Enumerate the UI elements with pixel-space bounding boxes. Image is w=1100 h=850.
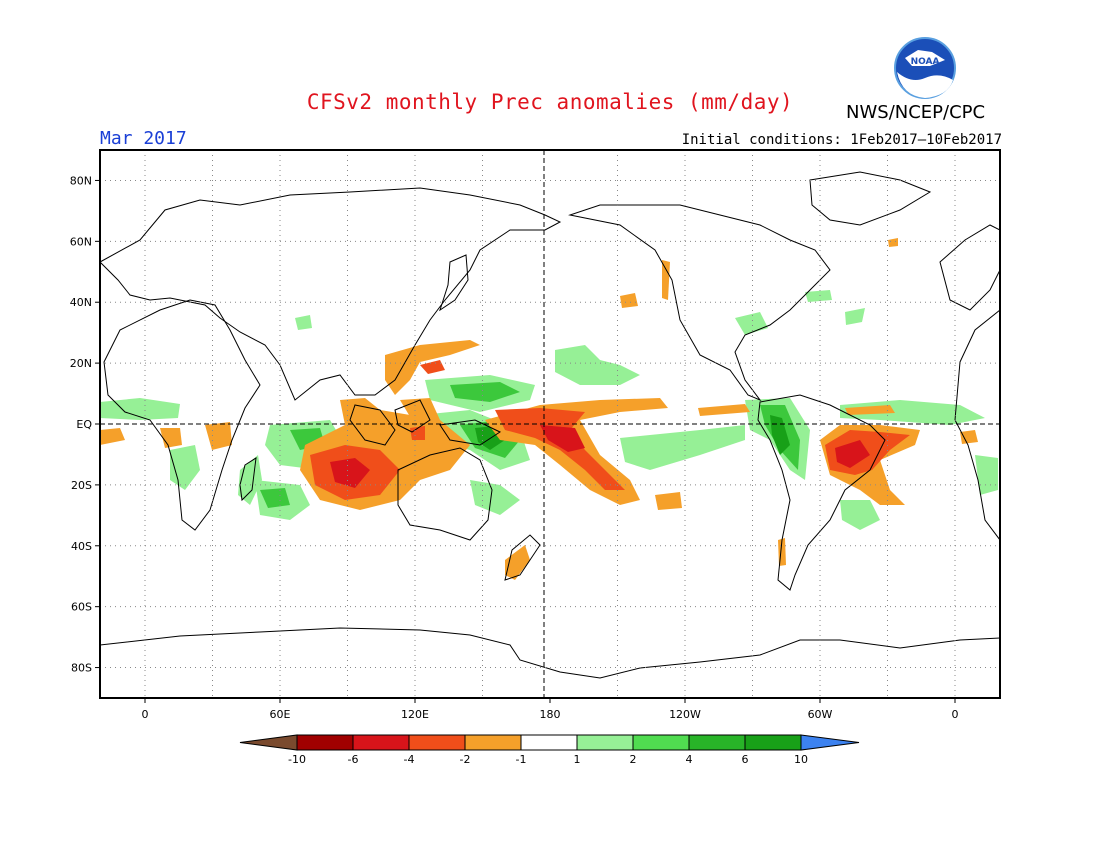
lat-tick-label: 60N	[70, 235, 92, 248]
coastlines	[100, 171, 1000, 679]
colorbar-label: -2	[460, 753, 471, 766]
africa-repeat-coastline	[954, 309, 1000, 541]
wet-anomaly-north-atlantic-2	[845, 308, 865, 325]
wet-anomaly-south-atlantic	[840, 500, 880, 530]
colorbar-bin	[688, 734, 746, 751]
lon-tick-label: 0	[952, 708, 959, 721]
wet-core-south-indian	[260, 488, 290, 508]
colorbar-bin	[520, 734, 578, 751]
dry-anomaly-greenland	[888, 238, 898, 247]
noaa-logo: NOAA	[894, 37, 956, 99]
dry-anomaly-philippines	[400, 398, 440, 425]
dry-core-sulawesi	[410, 426, 425, 440]
colorbar-bin	[408, 734, 466, 751]
colorbar-label: 1	[574, 753, 581, 766]
dry-core-central-pacific	[495, 408, 625, 490]
madagascar-coastline	[239, 457, 257, 502]
dry-anomaly-east-africa	[205, 422, 232, 450]
colorbar-label: -10	[288, 753, 306, 766]
japan-coastline	[439, 254, 469, 312]
dry-peak-brazil	[835, 440, 870, 468]
south-america-coastline	[757, 394, 886, 591]
wet-anomaly-indian-ocean-west	[975, 455, 998, 495]
colorbar-arrow-high	[800, 734, 860, 751]
colorbar-label: -1	[516, 753, 527, 766]
colorbar-arrow-low	[239, 734, 298, 751]
longitude-labels: 0 60E 120E 180 120W 60W 0	[142, 698, 959, 721]
lon-tick-label: 60W	[808, 708, 833, 721]
dry-anomaly-south-china-sea	[385, 340, 480, 395]
colorbar: -10 -6 -4 -2 -1 1 2 4 6 10	[239, 734, 860, 766]
colorbar-bin	[632, 734, 690, 751]
north-america-coastline	[568, 204, 831, 402]
antarctica-coastline	[100, 627, 1000, 679]
colorbar-label: -6	[348, 753, 359, 766]
colorbar-label: -4	[404, 753, 415, 766]
dry-anomaly-north-pacific	[620, 293, 638, 308]
wet-anomaly-australia-east	[470, 480, 520, 515]
new-zealand-coastline	[504, 534, 541, 581]
gridlines	[100, 150, 1000, 698]
lon-tick-label: 0	[142, 708, 149, 721]
wet-anomaly-north-atlantic	[805, 290, 832, 302]
lat-tick-label: 80S	[71, 662, 92, 675]
map-title: CFSv2 monthly Prec anomalies (mm/day)	[306, 90, 794, 114]
wet-anomaly-gulf-of-mexico	[735, 312, 768, 335]
sumatra-coastline	[349, 404, 396, 446]
lon-tick-label: 120E	[401, 708, 429, 721]
wet-peak-andes	[770, 415, 790, 455]
dry-anomaly-atlantic-east	[100, 428, 125, 445]
lat-tick-label: EQ	[76, 418, 92, 431]
dry-anomaly-alaska-coast	[662, 260, 670, 300]
lon-tick-label: 60E	[270, 708, 291, 721]
colorbar-bin	[352, 734, 410, 751]
lat-tick-label: 40S	[71, 540, 92, 553]
greenland-coastline	[809, 171, 932, 226]
latitude-labels: 80N 60N 40N 20N EQ 20S 40S 60S 80S	[70, 174, 100, 675]
eurasia-coastline	[100, 187, 562, 401]
lon-tick-label: 120W	[669, 708, 701, 721]
colorbar-bin	[744, 734, 802, 751]
dry-peak-central-pacific	[540, 425, 585, 452]
australia-coastline	[397, 447, 493, 541]
new-guinea-coastline	[439, 419, 502, 446]
colorbar-bin	[464, 734, 522, 751]
europe-repeat-coastline	[939, 224, 1000, 311]
lat-tick-label: 20S	[71, 479, 92, 492]
lat-tick-label: 60S	[71, 601, 92, 614]
dry-peak-indian-ocean	[330, 458, 370, 488]
dry-anomaly-indian-ocean-far-west	[960, 430, 978, 444]
lat-tick-label: 80N	[70, 174, 92, 187]
colorbar-label: 4	[686, 753, 693, 766]
noaa-logo-text: NOAA	[911, 57, 940, 67]
dry-anomaly-africa-central	[160, 428, 182, 448]
wet-anomaly-central-pacific-north	[555, 345, 640, 385]
dry-anomaly-east-pacific-eq	[698, 404, 750, 416]
borneo-coastline	[394, 399, 431, 433]
colorbar-bin	[296, 734, 354, 751]
lat-tick-label: 40N	[70, 296, 92, 309]
wet-anomaly-middle-east	[295, 315, 312, 330]
colorbar-label: 2	[630, 753, 637, 766]
wet-core-west-pacific	[450, 382, 520, 402]
dry-anomaly-atlantic-eq	[845, 405, 895, 415]
initial-conditions: Initial conditions: 1Feb2017–10Feb2017	[681, 132, 1002, 148]
dry-anomaly-south-pacific	[655, 492, 682, 510]
lon-tick-label: 180	[540, 708, 561, 721]
dry-anomaly-new-zealand	[505, 545, 530, 580]
anomaly-shading	[100, 238, 998, 580]
valid-month: Mar 2017	[100, 128, 187, 149]
colorbar-label: 6	[742, 753, 749, 766]
wet-anomaly-africa-west	[100, 398, 180, 420]
colorbar-bin	[576, 734, 634, 751]
lat-tick-label: 20N	[70, 357, 92, 370]
wet-anomaly-east-pacific	[620, 425, 745, 470]
dry-core-south-china-sea	[420, 360, 445, 374]
agency-label: NWS/NCEP/CPC	[846, 102, 986, 123]
colorbar-label: 10	[794, 753, 808, 766]
